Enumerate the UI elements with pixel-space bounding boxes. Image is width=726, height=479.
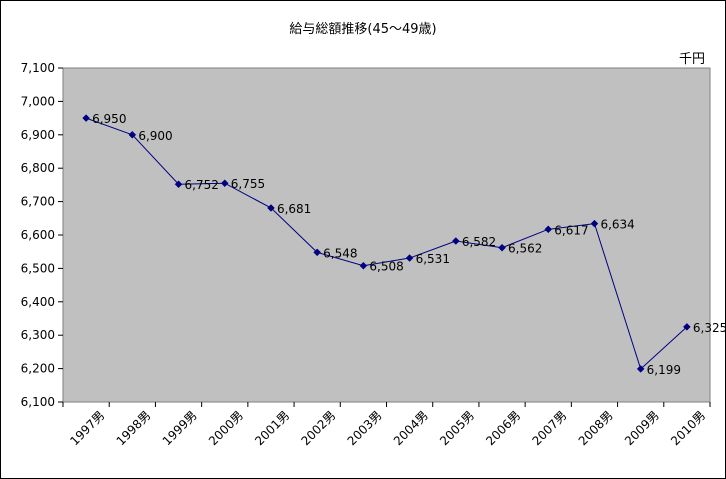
data-label: 6,582: [462, 235, 496, 249]
x-tick-label: 2008男: [576, 408, 616, 448]
data-point-marker: [590, 219, 599, 228]
series-line-group: [82, 114, 691, 373]
unit-label: 千円: [679, 52, 705, 67]
y-tick-label: 6,800: [21, 161, 55, 175]
x-tick-label: 2009男: [622, 408, 662, 448]
data-point-marker: [683, 322, 691, 331]
y-tick-label: 6,300: [21, 328, 55, 342]
data-point-marker: [636, 365, 645, 373]
x-tick-label: 2001男: [252, 408, 292, 448]
data-point-marker: [220, 179, 229, 188]
data-point-marker: [498, 243, 506, 252]
data-point-marker: [359, 261, 368, 270]
x-tick-label: 2002男: [298, 408, 338, 448]
y-tick-label: 6,400: [21, 295, 55, 309]
data-label: 6,755: [231, 177, 265, 191]
data-point-marker: [405, 254, 414, 262]
plot-area: [62, 67, 711, 403]
data-label: 6,199: [647, 363, 681, 377]
data-label: 6,950: [92, 112, 126, 126]
data-point-marker: [174, 180, 183, 189]
data-label: 6,617: [554, 223, 588, 237]
data-label: 6,562: [508, 242, 542, 256]
x-tick-label: 2003男: [345, 408, 385, 448]
data-point-marker: [82, 114, 90, 122]
y-tick-label: 6,700: [21, 195, 55, 209]
data-label: 6,681: [277, 202, 311, 216]
y-tick-label: 6,100: [21, 395, 55, 409]
x-axis: 1997男 1998男 1999男 2000男 2001男 2002男 2003男 2004男…: [62, 402, 711, 448]
data-label: 6,531: [416, 252, 450, 266]
data-label: 6,325: [693, 321, 726, 335]
data-point-marker: [267, 204, 275, 212]
data-point-marker: [313, 248, 322, 257]
data-label: 6,900: [138, 129, 172, 143]
y-tick-label: 7,000: [21, 94, 55, 108]
data-label-group: 6,950 6,900 6,752 6,755 6,681 6,548 6,508 6,531…: [92, 112, 726, 377]
y-tick-label: 6,900: [21, 128, 55, 142]
y-tick-label: 7,100: [21, 61, 55, 75]
y-tick-label: 6,200: [21, 362, 55, 376]
data-label: 6,634: [600, 218, 634, 232]
data-point-marker: [128, 130, 137, 139]
x-tick-label: 2007男: [529, 408, 569, 448]
x-tick-label: 1998男: [114, 408, 154, 448]
data-label: 6,548: [323, 246, 357, 260]
x-tick-label: 2006男: [483, 408, 523, 448]
y-tick-label: 6,600: [21, 228, 55, 242]
data-label: 6,752: [185, 178, 219, 192]
series-line: [85, 117, 688, 370]
x-tick-label: 1999男: [160, 408, 200, 448]
data-label: 6,508: [369, 260, 403, 274]
y-tick-label: 6,500: [21, 261, 55, 275]
data-point-marker: [544, 225, 553, 234]
chart-title: 給与総額推移(45～49歳): [289, 22, 436, 37]
data-point-marker: [451, 237, 460, 245]
x-tick-label: 2004男: [391, 408, 431, 448]
x-tick-label: 1997男: [67, 408, 107, 448]
y-axis: 6,100 6,200 6,300 6,400 6,500 6,600 6,700 6,800…: [21, 61, 63, 409]
x-tick-label: 2010男: [668, 408, 708, 448]
x-tick-label: 2005男: [437, 408, 477, 448]
x-tick-label: 2000男: [206, 408, 246, 448]
